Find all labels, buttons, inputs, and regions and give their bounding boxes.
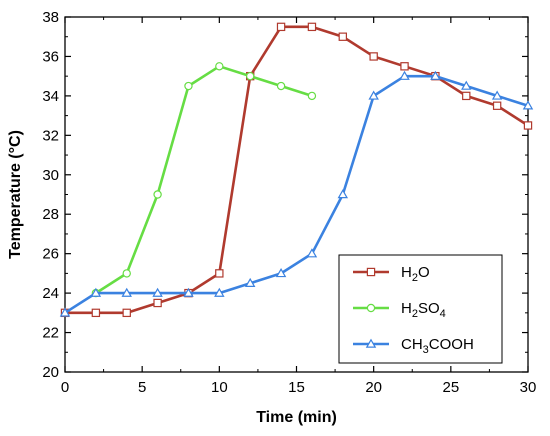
x-tick-label: 5 bbox=[138, 379, 146, 396]
legend-label-part: SO bbox=[418, 300, 440, 317]
data-point-h2o bbox=[215, 269, 224, 278]
y-tick-label: 32 bbox=[42, 127, 59, 144]
x-tick-label: 25 bbox=[442, 379, 459, 396]
x-tick-label: 15 bbox=[288, 379, 305, 396]
legend-label-part: 2 bbox=[412, 308, 418, 320]
y-tick-label: 28 bbox=[42, 206, 59, 223]
legend-marker-h2o bbox=[366, 267, 376, 277]
data-point-ch3cooh bbox=[430, 70, 441, 80]
data-point-h2so4 bbox=[307, 91, 317, 101]
y-tick-label: 26 bbox=[42, 246, 59, 263]
data-point-ch3cooh bbox=[152, 287, 163, 297]
data-point-h2o bbox=[338, 32, 348, 41]
data-point-ch3cooh bbox=[183, 287, 194, 297]
data-point-h2o bbox=[91, 308, 101, 318]
x-axis-title: Time (min) bbox=[256, 409, 337, 426]
data-point-h2o bbox=[492, 101, 502, 110]
data-point-ch3cooh bbox=[337, 189, 349, 199]
legend-label-part: O bbox=[418, 264, 430, 281]
data-point-ch3cooh bbox=[491, 90, 503, 100]
x-tick-label: 10 bbox=[211, 379, 228, 396]
data-point-h2so4 bbox=[276, 81, 286, 91]
y-tick-label: 36 bbox=[42, 48, 59, 65]
y-tick-label: 38 bbox=[42, 9, 59, 26]
x-tick-label: 0 bbox=[61, 379, 69, 396]
data-point-ch3cooh bbox=[461, 80, 472, 90]
legend-label-ch3cooh: CH3COOH bbox=[401, 336, 474, 356]
data-point-h2so4 bbox=[245, 71, 255, 81]
legend-label-part: 3 bbox=[423, 344, 429, 356]
data-point-ch3cooh bbox=[399, 70, 410, 80]
data-point-h2so4 bbox=[122, 269, 131, 278]
x-tick-label: 30 bbox=[520, 379, 537, 396]
legend-label-part: 2 bbox=[412, 272, 418, 284]
data-point-h2o bbox=[462, 91, 471, 101]
data-point-h2o bbox=[122, 308, 131, 318]
data-point-h2o bbox=[400, 62, 409, 71]
data-point-h2o bbox=[369, 52, 378, 61]
data-point-h2o bbox=[153, 298, 162, 308]
y-tick-label: 24 bbox=[42, 285, 59, 302]
data-point-h2so4 bbox=[153, 190, 162, 199]
data-point-h2o bbox=[307, 22, 317, 32]
y-tick-label: 22 bbox=[42, 325, 59, 342]
data-point-ch3cooh bbox=[59, 307, 71, 317]
data-point-h2so4 bbox=[215, 62, 224, 71]
x-tick-label: 20 bbox=[365, 379, 382, 396]
data-point-ch3cooh bbox=[244, 277, 256, 287]
legend-label-h2o: H2O bbox=[401, 264, 430, 284]
data-point-ch3cooh bbox=[306, 248, 318, 258]
series-line-h2o bbox=[65, 25, 529, 315]
legend-label-part: CH bbox=[401, 336, 423, 353]
legend-label-h2so4: H2SO4 bbox=[401, 300, 446, 320]
y-tick-label: 20 bbox=[42, 364, 59, 381]
legend-label-part: H bbox=[401, 300, 412, 317]
data-point-ch3cooh bbox=[275, 267, 287, 278]
legend-label-part: H bbox=[401, 264, 412, 281]
data-point-h2so4 bbox=[184, 81, 193, 91]
data-point-ch3cooh bbox=[368, 90, 379, 100]
legend-label-part: COOH bbox=[429, 336, 474, 353]
legend-label-part: 4 bbox=[440, 308, 446, 320]
data-point-ch3cooh bbox=[121, 287, 132, 297]
legend-marker-h2so4 bbox=[366, 303, 376, 313]
data-point-h2o bbox=[276, 22, 286, 32]
data-point-h2o bbox=[523, 121, 533, 130]
series-line-h2so4 bbox=[95, 65, 313, 295]
data-point-ch3cooh bbox=[214, 287, 225, 297]
y-axis-title: Temperature (°C) bbox=[7, 130, 24, 259]
data-point-ch3cooh bbox=[90, 287, 102, 297]
y-tick-label: 34 bbox=[42, 88, 59, 105]
y-tick-label: 30 bbox=[42, 167, 59, 184]
legend-marker-ch3cooh bbox=[365, 338, 377, 348]
data-point-ch3cooh bbox=[522, 100, 534, 110]
series-line-ch3cooh bbox=[64, 74, 529, 314]
